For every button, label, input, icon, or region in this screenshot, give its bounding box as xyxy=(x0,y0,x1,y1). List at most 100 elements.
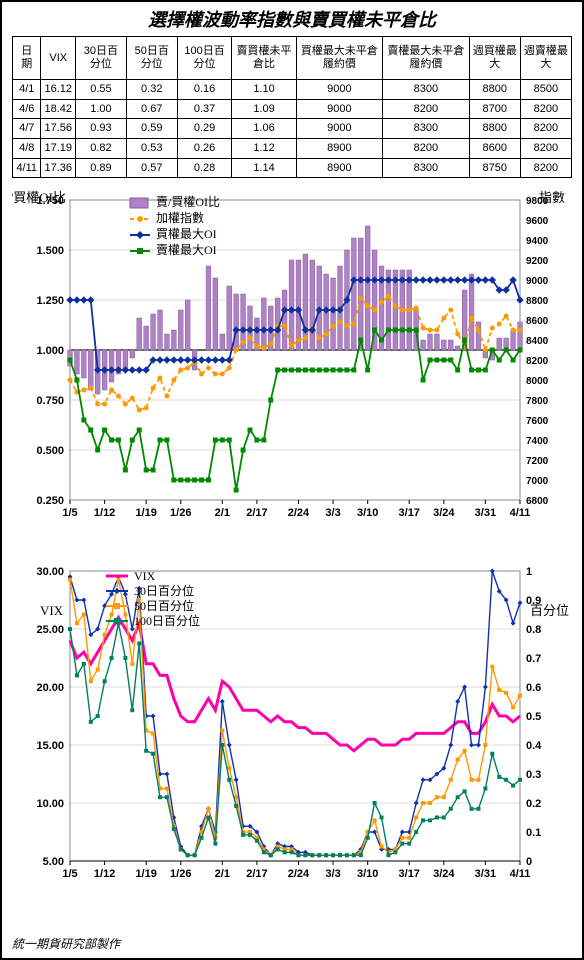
svg-text:1/12: 1/12 xyxy=(94,507,115,519)
svg-text:2/17: 2/17 xyxy=(246,507,267,519)
table-cell: 18.42 xyxy=(41,99,76,119)
svg-text:1: 1 xyxy=(526,566,532,578)
table-cell: 17.56 xyxy=(41,119,76,139)
table-cell: 8300 xyxy=(383,80,470,100)
page-title: 選擇權波動率指數與賣買權未平倉比 xyxy=(2,2,582,36)
svg-text:2/1: 2/1 xyxy=(215,868,230,880)
svg-text:0.8: 0.8 xyxy=(526,624,541,636)
table-cell: 1.14 xyxy=(232,158,296,178)
table-cell: 16.12 xyxy=(41,80,76,100)
svg-text:百分位: 百分位 xyxy=(530,603,569,618)
svg-text:9000: 9000 xyxy=(526,276,549,287)
svg-text:3/10: 3/10 xyxy=(357,868,378,880)
svg-text:賣/買權OI比: 賣/買權OI比 xyxy=(156,194,220,209)
table-cell: 4/6 xyxy=(13,99,41,119)
svg-text:加權指數: 加權指數 xyxy=(156,210,204,225)
svg-text:20.00: 20.00 xyxy=(36,682,64,694)
table-cell: 8200 xyxy=(383,99,470,119)
table-cell: 0.67 xyxy=(126,99,177,119)
footer-credit: 統一期貨研究部製作 xyxy=(12,935,120,952)
table-cell: 8200 xyxy=(520,99,571,119)
svg-text:15.00: 15.00 xyxy=(36,740,64,752)
svg-text:1/26: 1/26 xyxy=(170,868,191,880)
table-cell: 0.57 xyxy=(126,158,177,178)
svg-text:9600: 9600 xyxy=(526,216,549,227)
table-cell: 0.16 xyxy=(177,80,232,100)
chart2-wrap: 5.0010.0015.0020.0025.0030.0000.10.20.30… xyxy=(12,561,572,896)
svg-text:30.00: 30.00 xyxy=(36,566,64,578)
table-cell: 8200 xyxy=(520,119,571,139)
table-cell: 8800 xyxy=(469,80,520,100)
table-row: 4/817.190.820.530.261.128900820086008200 xyxy=(13,138,572,158)
table-cell: 0.59 xyxy=(126,119,177,139)
svg-text:25.00: 25.00 xyxy=(36,624,64,636)
svg-text:3/31: 3/31 xyxy=(475,868,496,880)
table-cell: 8800 xyxy=(469,119,520,139)
table-header: 30日百分位 xyxy=(76,37,127,80)
chart1-wrap: 0.2500.5000.7501.0001.2501.5001.75068007… xyxy=(12,190,572,535)
table-cell: 1.06 xyxy=(232,119,296,139)
table-cell: 1.12 xyxy=(232,138,296,158)
table-cell: 8750 xyxy=(469,158,520,178)
svg-text:3/24: 3/24 xyxy=(433,507,455,519)
table-cell: 0.89 xyxy=(76,158,127,178)
svg-text:4/11: 4/11 xyxy=(510,507,531,519)
table-header: 週買權最大 xyxy=(469,37,520,80)
svg-text:7800: 7800 xyxy=(526,396,549,407)
svg-text:4/11: 4/11 xyxy=(510,868,531,880)
table-cell: 4/8 xyxy=(13,138,41,158)
svg-text:買權最大OI: 買權最大OI xyxy=(156,227,217,241)
svg-text:8200: 8200 xyxy=(526,356,549,367)
svg-text:1.500: 1.500 xyxy=(36,245,64,257)
svg-text:3/3: 3/3 xyxy=(325,507,340,519)
svg-text:3/31: 3/31 xyxy=(475,507,496,519)
table-header: 賣權最大未平倉履約價 xyxy=(383,37,470,80)
svg-text:3/17: 3/17 xyxy=(399,868,420,880)
table-header: 50日百分位 xyxy=(126,37,177,80)
table-cell: 0.55 xyxy=(76,80,127,100)
svg-text:0.2: 0.2 xyxy=(526,798,541,810)
table-cell: 8700 xyxy=(469,99,520,119)
table-cell: 8200 xyxy=(520,138,571,158)
svg-text:8800: 8800 xyxy=(526,296,549,307)
table-row: 4/618.421.000.670.371.099000820087008200 xyxy=(13,99,572,119)
svg-text:100日百分位: 100日百分位 xyxy=(134,613,200,628)
table-cell: 4/1 xyxy=(13,80,41,100)
table-cell: 0.26 xyxy=(177,138,232,158)
svg-text:2/1: 2/1 xyxy=(215,507,230,519)
chart1-svg: 0.2500.5000.7501.0001.2501.5001.75068007… xyxy=(12,190,572,530)
table-cell: 9000 xyxy=(296,99,383,119)
svg-text:0.750: 0.750 xyxy=(36,395,64,407)
table-row: 4/1117.360.890.570.281.14890083008750820… xyxy=(13,158,572,178)
svg-text:0.7: 0.7 xyxy=(526,653,541,665)
table-cell: 4/7 xyxy=(13,119,41,139)
svg-text:1/19: 1/19 xyxy=(135,507,156,519)
svg-text:9400: 9400 xyxy=(526,236,549,247)
svg-text:VIX: VIX xyxy=(40,603,64,618)
table-cell: 8300 xyxy=(383,119,470,139)
table-cell: 0.28 xyxy=(177,158,232,178)
svg-text:8400: 8400 xyxy=(526,336,549,347)
table-header: 賣買權未平倉比 xyxy=(232,37,296,80)
svg-text:賣/買權OI比: 賣/買權OI比 xyxy=(12,190,66,205)
svg-text:50日百分位: 50日百分位 xyxy=(134,598,194,613)
table-cell: 8900 xyxy=(296,158,383,178)
table-cell: 4/11 xyxy=(13,158,41,178)
svg-text:0: 0 xyxy=(526,856,532,868)
data-table: 日期VIX30日百分位50日百分位100日百分位賣買權未平倉比買權最大未平倉履約… xyxy=(12,36,572,178)
table-cell: 8600 xyxy=(469,138,520,158)
table-cell: 8500 xyxy=(520,80,571,100)
svg-text:1.250: 1.250 xyxy=(36,295,64,307)
table-cell: 0.37 xyxy=(177,99,232,119)
svg-text:5.00: 5.00 xyxy=(43,856,64,868)
svg-text:6800: 6800 xyxy=(526,496,549,507)
table-header: 週賣權最大 xyxy=(520,37,571,80)
svg-text:3/17: 3/17 xyxy=(399,507,420,519)
table-cell: 8300 xyxy=(383,158,470,178)
svg-text:1/26: 1/26 xyxy=(170,507,191,519)
table-row: 4/717.560.930.590.291.069000830088008200 xyxy=(13,119,572,139)
svg-text:0.500: 0.500 xyxy=(36,445,64,457)
table-cell: 0.32 xyxy=(126,80,177,100)
table-header: 買權最大未平倉履約價 xyxy=(296,37,383,80)
svg-text:賣權最大OI: 賣權最大OI xyxy=(156,242,217,257)
